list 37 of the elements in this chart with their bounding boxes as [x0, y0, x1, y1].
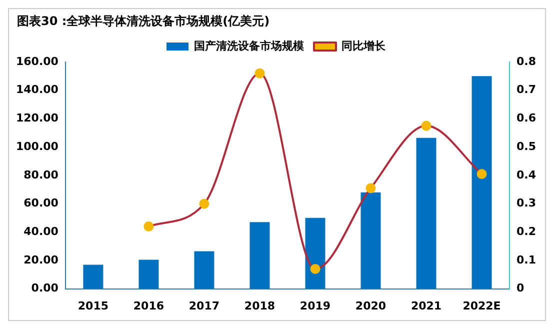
y2-tick-label: 0.8 — [516, 54, 536, 68]
bar — [305, 218, 326, 289]
y-tick-label: 140.00 — [16, 83, 59, 96]
y-tick-label: 60.00 — [24, 196, 59, 210]
x-tick-label: 2018 — [244, 299, 276, 312]
y-tick-label: 160.00 — [16, 54, 59, 68]
y-tick-label: 120.00 — [16, 112, 59, 125]
y2-tick-label: 0.7 — [516, 83, 536, 96]
x-tick-label: 2020 — [355, 299, 386, 312]
y2-tick-label: 0.3 — [516, 196, 536, 210]
x-tick-label: 2017 — [188, 299, 220, 312]
y2-tick-label: 0.6 — [516, 112, 536, 125]
x-tick-label: 2015 — [78, 299, 109, 312]
legend-label: 国产清洗设备市场规模 — [194, 39, 305, 52]
bar — [250, 222, 270, 289]
x-tick-label: 2016 — [133, 299, 164, 312]
bar — [416, 138, 436, 289]
y-tick-label: 20.00 — [24, 253, 59, 266]
chart-title: 图表30 :全球半导体清洗设备市场规模(亿美元) — [16, 13, 271, 30]
bar — [360, 192, 381, 289]
x-tick-label: 2021 — [410, 299, 442, 312]
y-tick-label: 80.00 — [24, 168, 59, 182]
bar — [83, 264, 104, 289]
x-tick-label: 2019 — [300, 299, 331, 312]
x-tick-label: 2022E — [462, 299, 501, 312]
y-tick-label: 0.00 — [31, 282, 59, 295]
y2-tick-label: 0.5 — [516, 140, 536, 153]
y2-tick-label: 0.1 — [516, 253, 536, 266]
y-tick-label: 100.00 — [16, 140, 59, 153]
bar — [194, 251, 214, 289]
y2-tick-label: 0 — [516, 282, 525, 295]
y2-tick-label: 0.2 — [516, 224, 536, 238]
bar — [472, 76, 492, 289]
legend-label: 同比增长 — [342, 39, 386, 52]
y2-tick-label: 0.4 — [516, 168, 536, 182]
bar — [138, 260, 159, 289]
y-tick-label: 40.00 — [24, 224, 59, 238]
